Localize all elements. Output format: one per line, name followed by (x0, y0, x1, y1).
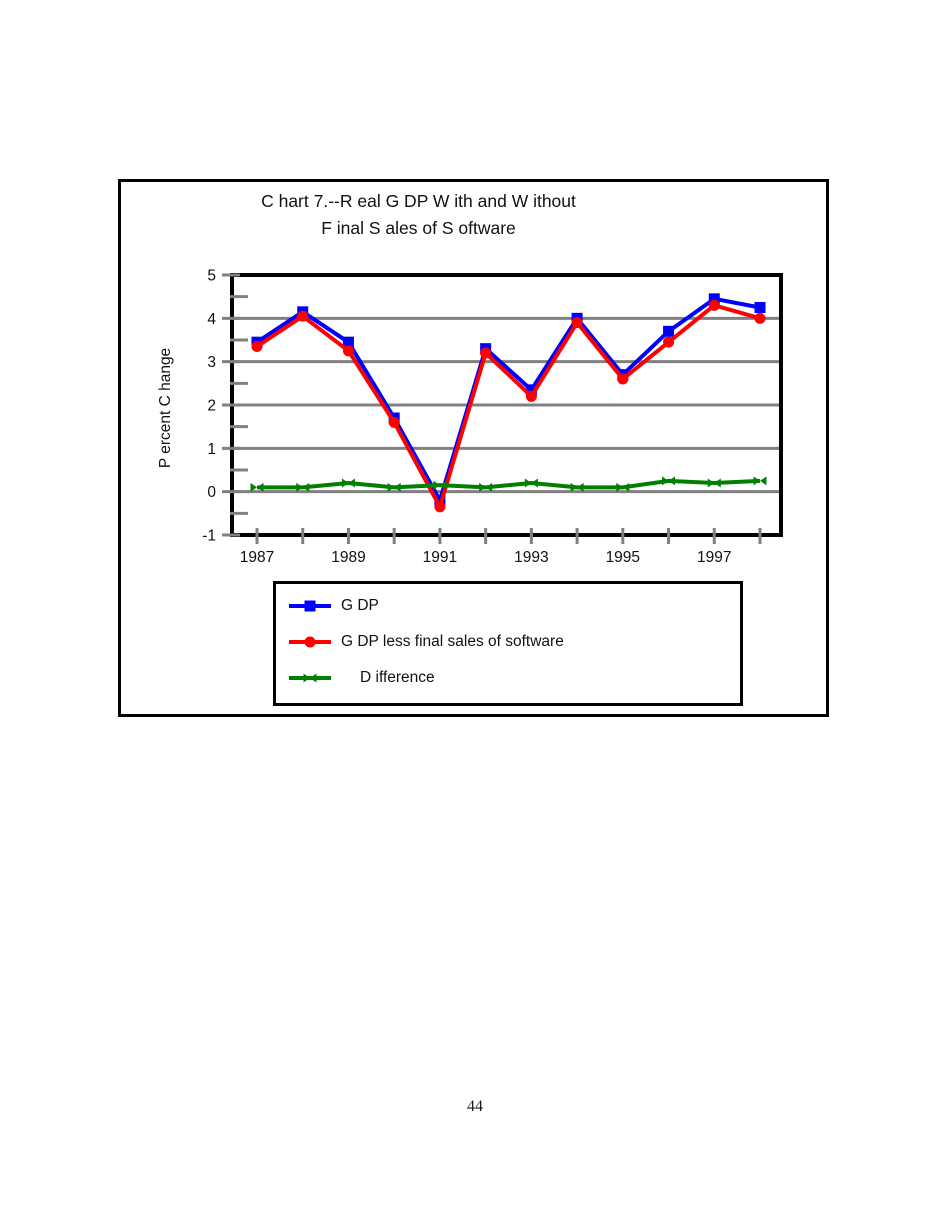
y-tick-label: 0 (207, 484, 216, 501)
difference-marker (616, 482, 630, 492)
legend-item-gdp-less-software: G DP less final sales of software (276, 624, 740, 660)
legend-label-difference: D ifference (360, 669, 435, 686)
difference-marker (296, 482, 310, 492)
x-tick-label: 1987 (240, 549, 274, 566)
difference-marker (570, 482, 584, 492)
difference-series (250, 476, 767, 492)
y-tick-label: 1 (207, 441, 216, 458)
gdp-line (255, 296, 761, 503)
chart-title: C hart 7.--R eal G DP W ith and W ithout… (141, 188, 696, 242)
chart-plot: 5 4 3 2 1 0 -1 1987 1989 1991 1993 1995 1997 P ercent… (157, 268, 783, 566)
gdp-less-software-marker (251, 341, 263, 352)
y-tick-label: 2 (207, 398, 216, 415)
legend-sample-marker (304, 636, 316, 648)
difference-line (257, 478, 761, 490)
gdp-less-software-marker (480, 347, 492, 359)
gdp-less-software-series (251, 299, 766, 513)
y-tick-label: 3 (207, 354, 216, 371)
difference-marker (433, 480, 447, 490)
gdp-less-software-marker (297, 310, 309, 322)
gdp-marker (525, 384, 537, 396)
x-tick-label: 1997 (697, 549, 731, 566)
chart-container: C hart 7.--R eal G DP W ith and W ithout… (118, 179, 829, 717)
difference-marker (387, 482, 401, 492)
gdp-marker (663, 325, 675, 337)
difference-marker (662, 476, 676, 486)
y-axis-title: P ercent C hange (157, 348, 174, 468)
chart-title-line1: C hart 7.--R eal G DP W ith and W ithout (261, 191, 576, 211)
gdp-marker (342, 336, 354, 348)
difference-marker (479, 482, 493, 492)
legend-sample-marker (304, 600, 316, 612)
x-tick-label: 1989 (331, 549, 365, 566)
gdp-less-software-line (255, 303, 761, 509)
gdp-less-software-marker (571, 317, 583, 329)
gdp-marker (708, 293, 720, 305)
difference-marker (341, 478, 355, 488)
difference-legend-marker-icon (289, 673, 331, 683)
legend-item-difference: D ifference (276, 660, 740, 696)
legend-item-gdp: G DP (276, 588, 740, 624)
chart-title-line2: F inal S ales of S oftware (321, 218, 516, 238)
gdp-less-software-marker (708, 299, 720, 311)
difference-marker (524, 478, 538, 488)
gdp-less-software-legend-marker-icon (289, 636, 331, 648)
gdp-less-software-marker (434, 501, 446, 513)
y-tick-label: -1 (202, 528, 216, 545)
gdp-less-software-marker (525, 390, 537, 402)
gdp-less-software-marker (617, 373, 629, 385)
gdp-less-software-marker (663, 336, 675, 348)
legend-sample-marker (303, 673, 317, 683)
gdp-marker (754, 302, 766, 313)
gdp-less-software-marker (388, 416, 400, 428)
x-tick-label: 1995 (606, 549, 640, 566)
chart-legend: G DP G DP less final sales of software D… (273, 581, 743, 706)
gdp-less-software-marker (754, 312, 766, 324)
difference-marker (250, 482, 264, 492)
gdp-legend-marker-icon (289, 600, 331, 612)
x-tick-label: 1993 (514, 549, 548, 566)
difference-marker (753, 476, 767, 486)
gdp-less-software-marker (342, 345, 354, 357)
y-tick-label: 5 (207, 268, 216, 285)
x-tick-label: 1991 (423, 549, 457, 566)
page-number: 44 (467, 1098, 483, 1115)
y-tick-label: 4 (207, 311, 216, 328)
difference-marker (707, 478, 721, 488)
legend-label-gdp-less-software: G DP less final sales of software (341, 633, 564, 650)
legend-label-gdp: G DP (341, 597, 379, 614)
